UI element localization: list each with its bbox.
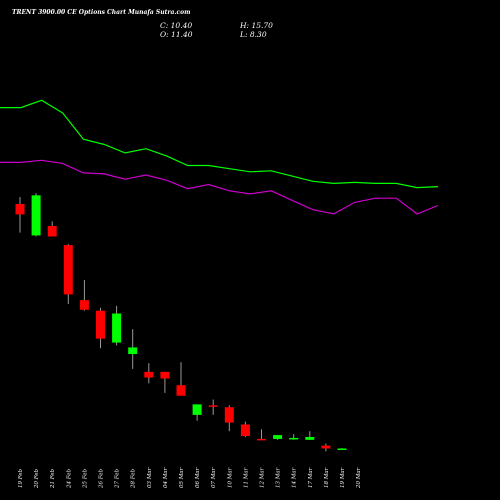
date-label: 19 Mar xyxy=(340,467,346,488)
candle-body xyxy=(112,313,122,343)
overlay-line-2 xyxy=(0,159,439,215)
date-label: 20 Feb xyxy=(34,468,40,489)
date-label: 07 Mar xyxy=(211,467,217,488)
candles xyxy=(15,193,347,452)
candle xyxy=(63,244,73,304)
date-label: 17 Mar xyxy=(308,467,314,488)
candle-body xyxy=(15,203,25,215)
candle xyxy=(257,429,266,441)
candle xyxy=(112,305,122,346)
candle xyxy=(273,435,283,440)
candle-body xyxy=(31,195,41,236)
date-label: 04 Mar xyxy=(163,467,169,488)
low-value: L: 8.30 xyxy=(240,30,267,39)
candle xyxy=(289,434,299,440)
candle-body xyxy=(160,371,170,379)
candle-body xyxy=(144,371,154,378)
candle-body xyxy=(208,405,218,407)
date-label: 27 Feb xyxy=(115,468,121,489)
date-label: 05 Mar xyxy=(179,467,185,488)
chart-title: TRENT 3900.00 CE Options Chart Munafa Su… xyxy=(12,9,191,16)
candle xyxy=(96,307,105,349)
date-label: 06 Mar xyxy=(195,467,201,488)
candle xyxy=(176,362,186,396)
candle xyxy=(15,197,25,233)
candle xyxy=(321,443,331,452)
candle-body xyxy=(240,424,250,437)
open-value: O: 11.40 xyxy=(160,30,193,39)
candle xyxy=(79,280,89,311)
candle xyxy=(160,371,170,393)
candle xyxy=(128,329,138,369)
date-axis: 19 Feb 20 Feb 21 Feb 24 Feb 25 Feb 26 Feb 27 F… xyxy=(18,467,362,489)
date-label: 25 Feb xyxy=(82,468,88,489)
overlay-line-1 xyxy=(0,99,439,189)
date-label: 11 Mar xyxy=(243,467,249,488)
candle-body xyxy=(79,300,89,310)
candle xyxy=(144,363,154,384)
candle xyxy=(305,431,315,440)
candle-body xyxy=(176,385,186,396)
overlay-lines xyxy=(0,99,439,215)
candle-body xyxy=(337,448,347,450)
date-label: 26 Feb xyxy=(99,468,105,489)
date-label: 14 Mar xyxy=(292,467,298,488)
candle-body xyxy=(305,437,315,440)
candle-body xyxy=(257,438,266,441)
candle-body xyxy=(224,407,234,423)
date-label: 19 Feb xyxy=(18,468,24,488)
candle-body xyxy=(321,445,331,449)
date-label: 10 Mar xyxy=(227,467,233,488)
candle xyxy=(224,405,234,432)
candle xyxy=(192,404,202,421)
date-label: 03 Mar xyxy=(147,467,153,488)
high-value: H: 15.70 xyxy=(240,21,273,30)
candle-body xyxy=(192,404,202,415)
candle xyxy=(208,399,218,415)
candle xyxy=(240,421,250,437)
date-label: 13 Mar xyxy=(276,467,282,488)
candle xyxy=(337,448,347,450)
date-label: 24 Feb xyxy=(66,468,72,489)
candle-body xyxy=(63,245,73,295)
candle xyxy=(47,221,57,237)
date-label: 28 Feb xyxy=(131,468,137,489)
date-label: 21 Feb xyxy=(50,468,56,489)
date-label: 18 Mar xyxy=(324,467,330,488)
candle-body xyxy=(128,347,138,355)
candle-body xyxy=(96,310,105,339)
candle-body xyxy=(289,437,299,440)
date-label: 12 Mar xyxy=(260,467,266,488)
candle-body xyxy=(47,225,57,237)
date-label: 20 Mar xyxy=(356,467,362,489)
candle xyxy=(31,193,41,237)
candle-body xyxy=(273,435,283,439)
close-value: C: 10.40 xyxy=(160,21,193,30)
